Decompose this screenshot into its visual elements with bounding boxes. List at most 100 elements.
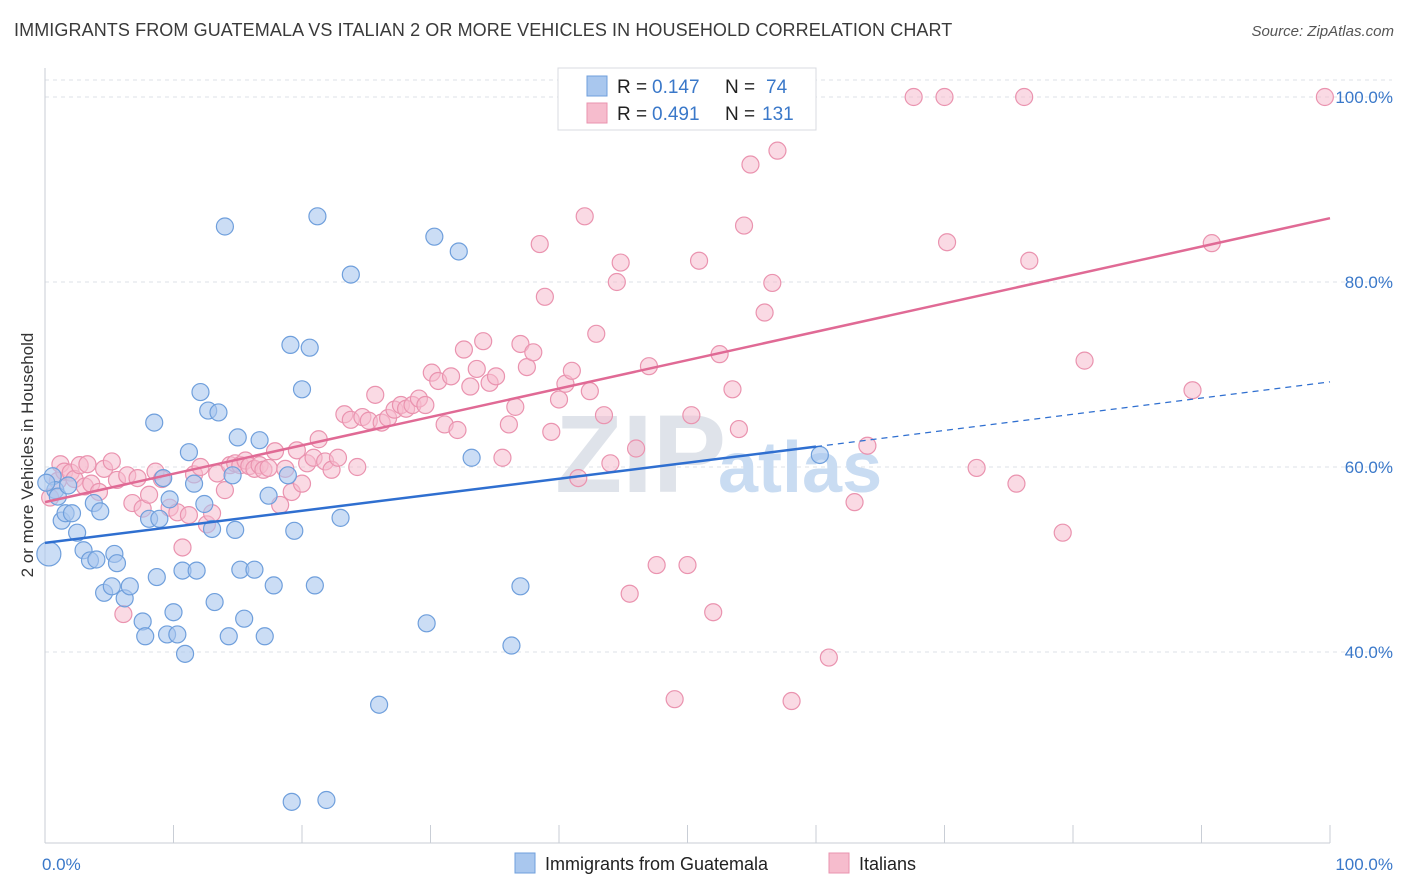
italians-point: [215, 481, 234, 500]
axes: [44, 68, 1331, 844]
italians-point: [607, 272, 626, 292]
italians-point: [542, 422, 561, 441]
guatemala-point: [164, 603, 183, 622]
italians-point: [348, 457, 367, 477]
guatemala-point: [205, 592, 224, 612]
legend-r-value-1: 0.147: [652, 77, 700, 98]
guatemala-point: [341, 265, 360, 284]
guatemala-point: [308, 207, 327, 226]
italians-point: [1315, 87, 1334, 107]
guatemala-point: [150, 509, 169, 528]
italians-point: [575, 207, 594, 226]
guatemala-point: [120, 577, 139, 596]
guatemala-point: [195, 494, 214, 514]
italians-point: [511, 334, 530, 354]
guatemala-point: [62, 504, 82, 523]
italians-point: [967, 458, 986, 478]
italians-point: [292, 474, 312, 493]
bottom-legend-guatemala: Immigrants from Guatemala: [545, 854, 769, 874]
italians-point: [493, 448, 512, 467]
italians-point: [366, 385, 385, 404]
guatemala-point: [191, 382, 210, 402]
guatemala-point: [136, 627, 155, 646]
guatemala-point: [278, 466, 297, 485]
italians-point: [768, 141, 787, 160]
italians-point: [782, 691, 801, 711]
italians-point: [723, 380, 742, 399]
guatemala-point: [223, 466, 242, 485]
bottom-swatch-italians: [828, 852, 850, 874]
italians-point: [530, 234, 549, 254]
italians-point: [845, 493, 864, 512]
italians-point: [1007, 474, 1026, 493]
guatemala-point: [370, 695, 389, 714]
italians-point: [1020, 251, 1039, 270]
guatemala-point: [810, 445, 829, 465]
italians-point: [486, 367, 506, 386]
legend-n-label-2: N =: [725, 104, 755, 125]
guatemala-point: [281, 335, 300, 354]
x-tick-label: 0.0%: [42, 855, 81, 874]
italians-point: [937, 233, 957, 252]
guatemala-point: [462, 448, 481, 467]
chart-title: IMMIGRANTS FROM GUATEMALA VS ITALIAN 2 O…: [14, 20, 953, 40]
legend-r-value-2: 0.491: [652, 104, 700, 125]
bottom-legend-italians: Italians: [859, 854, 916, 874]
y-tick-label: 80.0%: [1345, 273, 1393, 292]
italians-point: [682, 406, 701, 425]
italians-point: [755, 303, 774, 322]
legend-r-label-1: R =: [617, 77, 647, 98]
italians-point: [173, 538, 192, 557]
bottom-swatch-guatemala: [514, 852, 536, 874]
y-tick-label: 100.0%: [1335, 88, 1393, 107]
italians-point: [524, 343, 543, 362]
italians-point: [620, 584, 639, 603]
guatemala-point: [59, 476, 78, 495]
guatemala-point: [37, 473, 56, 492]
guatemala-point: [425, 227, 444, 246]
italians-point: [626, 439, 646, 458]
italians-point: [1183, 381, 1202, 400]
italians-point: [499, 415, 518, 434]
guatemala-point: [179, 443, 199, 462]
italians-point: [678, 555, 697, 575]
italians-point: [416, 395, 435, 415]
guatemala-point: [245, 560, 264, 579]
italians-point: [741, 155, 760, 174]
italians-point: [729, 419, 749, 439]
bottom-legend: Immigrants from Guatemala Italians: [514, 852, 916, 874]
guatemala-point: [259, 486, 278, 505]
guatemala-point: [102, 577, 121, 596]
italians-point: [611, 253, 630, 272]
guatemala-point: [250, 431, 269, 450]
italians-point: [904, 87, 923, 107]
italians-point: [549, 390, 569, 409]
guatemala-point: [264, 576, 283, 595]
italians-point: [1015, 87, 1034, 107]
y-axis-label: 2 or more Vehicles in Household: [18, 333, 37, 578]
italians-point: [102, 452, 121, 471]
y-tick-label: 60.0%: [1345, 458, 1393, 477]
legend-r-label-2: R =: [617, 104, 647, 125]
italians-point: [587, 324, 606, 343]
italians-point: [601, 454, 620, 473]
italians-point: [535, 287, 554, 306]
guatemala-point: [168, 625, 187, 644]
italians-point: [179, 505, 199, 525]
guatemala-point: [305, 576, 324, 595]
italians-point: [1053, 523, 1072, 542]
guatemala-point: [133, 612, 152, 631]
guatemala-trend-extension: [815, 381, 1331, 448]
italians-point: [506, 397, 525, 416]
guatemala-point: [68, 523, 87, 542]
y-tick-label: 40.0%: [1345, 643, 1393, 662]
italians-point: [139, 485, 159, 504]
guatemala-point: [228, 428, 247, 447]
italians-point: [935, 87, 954, 107]
guatemala-point: [282, 792, 301, 811]
source-label: Source: ZipAtlas.com: [1251, 23, 1394, 40]
guatemala-point: [502, 636, 521, 655]
guatemala-point: [202, 519, 222, 539]
guatemala-point: [209, 403, 228, 422]
